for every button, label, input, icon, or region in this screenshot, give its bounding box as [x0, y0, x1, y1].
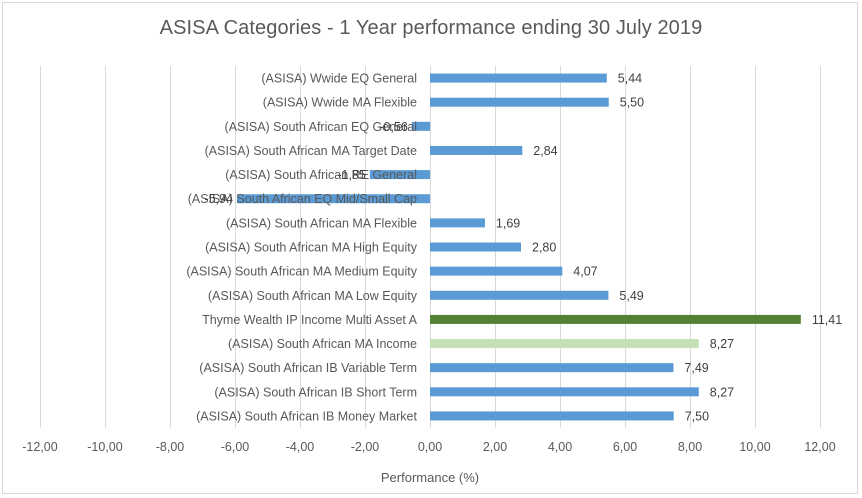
- data-label: 4,07: [573, 265, 597, 279]
- data-label: 8,27: [710, 337, 734, 351]
- data-label: -1,85: [337, 168, 366, 182]
- chart-title: ASISA Categories - 1 Year performance en…: [159, 17, 703, 39]
- bar: [430, 411, 674, 421]
- x-tick-label: 8,00: [678, 440, 702, 454]
- category-label: (ASISA) South African MA Income: [228, 337, 417, 351]
- bar: [369, 170, 430, 180]
- bar: [430, 218, 485, 228]
- bar: [430, 363, 674, 373]
- category-label: (ASISA) Wwide MA Flexible: [263, 96, 417, 110]
- data-label: 5,44: [618, 72, 642, 86]
- bar: [430, 266, 563, 276]
- data-label: -5,94: [204, 192, 233, 206]
- bars: [236, 73, 801, 421]
- x-tick-label: -10,00: [87, 440, 122, 454]
- x-tick-label: -2,00: [351, 440, 380, 454]
- category-label: (ASISA) South African MA Target Date: [205, 144, 417, 158]
- x-tick-label: -4,00: [286, 440, 315, 454]
- category-label: (ASISA) South African MA High Equity: [205, 241, 418, 255]
- data-label: 2,80: [532, 241, 556, 255]
- x-axis-tick-labels: -12,00 -10,00 -8,00 -6,00 -4,00 -2,00 0,00 2,00…: [22, 440, 835, 454]
- category-label: (ASISA) South African MA Flexible: [226, 216, 417, 230]
- bar: [430, 339, 699, 349]
- data-label: 5,50: [620, 96, 644, 110]
- category-label: Thyme Wealth IP Income Multi Asset A: [202, 313, 418, 327]
- bar: [430, 73, 607, 83]
- x-tick-label: -12,00: [22, 440, 57, 454]
- x-tick-label: 4,00: [548, 440, 572, 454]
- category-label: (ASISA) South African MA Medium Equity: [186, 265, 417, 279]
- category-label: (ASISA) South African IB Money Market: [196, 409, 417, 423]
- category-label: (ASISA) South African IB Variable Term: [199, 361, 417, 375]
- bar: [430, 242, 521, 252]
- value-labels: 5,44 5,50 -0,56 2,84 -1,85 -5,94 1,69 2,80 4,07 5…: [204, 72, 842, 424]
- x-tick-label: 6,00: [613, 440, 637, 454]
- data-label: 5,49: [619, 289, 643, 303]
- x-tick-label: 2,00: [483, 440, 507, 454]
- data-label: 7,50: [685, 409, 709, 423]
- category-label: (ASISA) South African RE General: [225, 168, 417, 182]
- bar: [430, 387, 699, 397]
- bar: [430, 145, 523, 155]
- bar: [430, 97, 609, 107]
- bar: [236, 194, 430, 204]
- category-label: (ASISA) South African EQ General: [225, 120, 417, 134]
- x-tick-label: 10,00: [739, 440, 770, 454]
- x-tick-label: 12,00: [804, 440, 835, 454]
- bar: [411, 121, 430, 131]
- category-labels: (ASISA) Wwide EQ General (ASISA) Wwide MA…: [186, 72, 417, 424]
- x-tick-label: -6,00: [221, 440, 250, 454]
- data-label: 11,41: [812, 313, 842, 327]
- x-tick-label: 0,00: [418, 440, 442, 454]
- data-label: -0,56: [379, 120, 408, 134]
- bar: [430, 290, 609, 300]
- data-label: 7,49: [684, 361, 708, 375]
- category-label: (ASISA) South African IB Short Term: [214, 385, 417, 399]
- category-label: (ASISA) Wwide EQ General: [261, 72, 417, 86]
- data-label: 2,84: [533, 144, 557, 158]
- data-label: 1,69: [496, 216, 520, 230]
- x-axis-title: Performance (%): [381, 470, 479, 485]
- x-tick-label: -8,00: [156, 440, 185, 454]
- data-label: 8,27: [710, 385, 734, 399]
- category-label: (ASISA) South African EQ Mid/Small Cap: [188, 192, 417, 206]
- category-label: (ASISA) South African MA Low Equity: [208, 289, 418, 303]
- bar: [430, 314, 801, 324]
